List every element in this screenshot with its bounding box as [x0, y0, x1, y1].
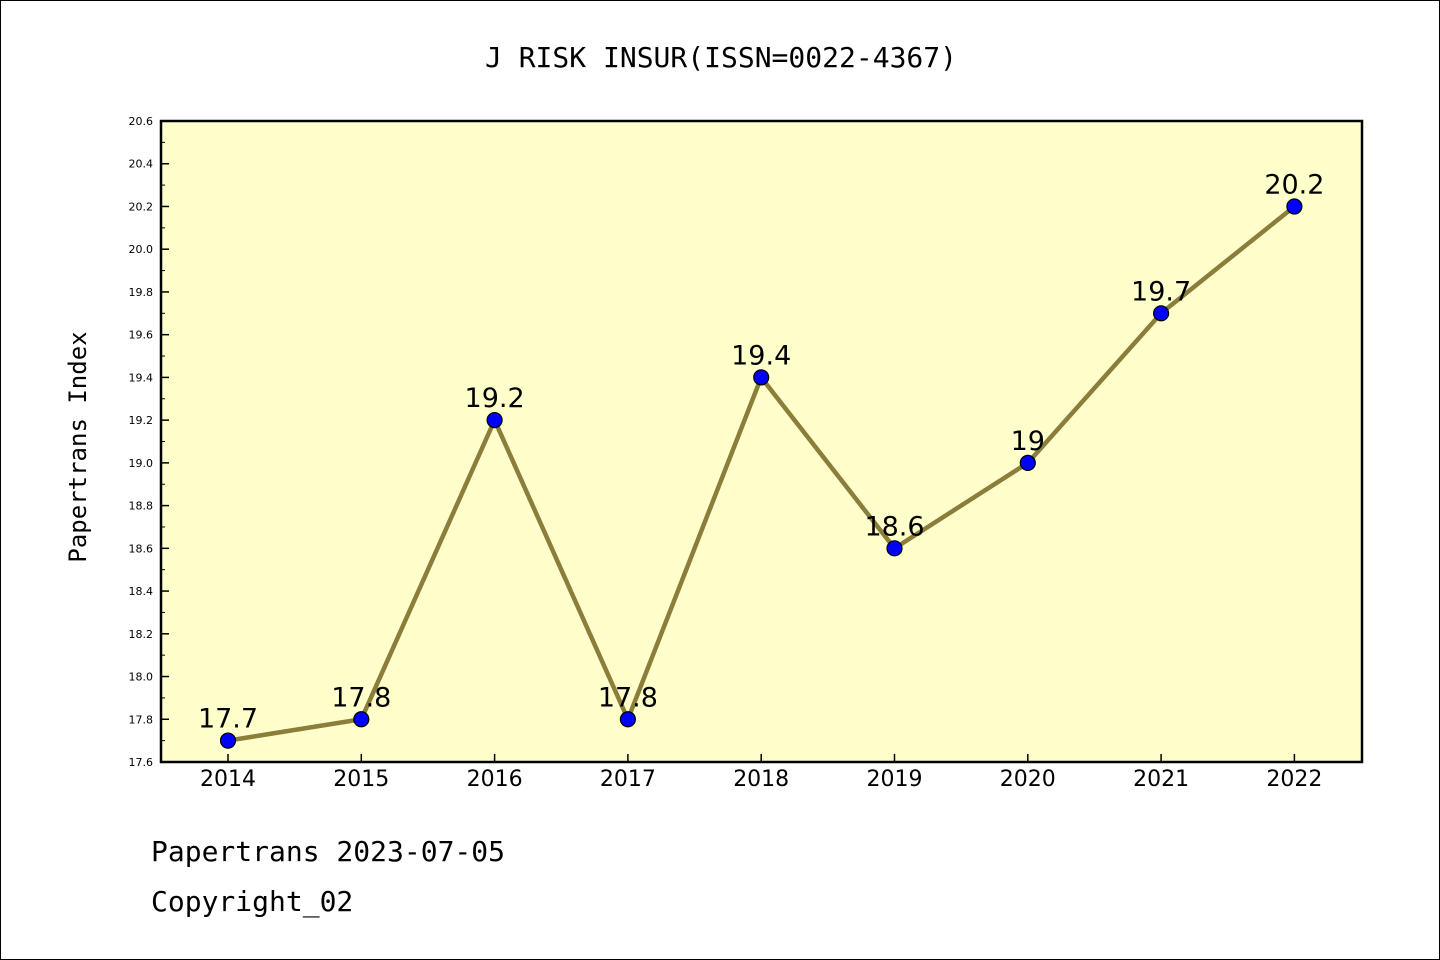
y-tick-label: 18.2	[129, 628, 154, 641]
y-tick-label: 19.8	[129, 286, 154, 299]
footer-copyright-line: Copyright_02	[151, 885, 354, 918]
y-tick-label: 17.8	[129, 713, 154, 726]
y-tick-label: 20.0	[129, 243, 154, 256]
data-label: 17.7	[198, 704, 258, 735]
x-tick-label: 2017	[600, 767, 656, 792]
y-tick-label: 20.4	[129, 158, 154, 171]
y-tick-label: 19.2	[129, 414, 154, 427]
y-tick-label: 19.6	[129, 329, 154, 342]
data-label: 19.2	[465, 383, 525, 414]
y-axis-label: Papertrans Index	[64, 331, 92, 562]
y-tick-label: 19.4	[129, 371, 154, 384]
chart-title: J RISK INSUR(ISSN=0022-4367)	[485, 41, 957, 74]
x-tick-label: 2018	[733, 767, 789, 792]
data-point	[619, 711, 637, 728]
y-tick-label: 20.6	[129, 115, 154, 128]
y-tick-label: 18.6	[129, 542, 154, 555]
plot-border	[159, 119, 1364, 764]
data-label: 19.4	[731, 340, 791, 371]
plot-area	[161, 121, 1362, 762]
data-label: 19	[1011, 426, 1045, 457]
data-label: 20.2	[1264, 169, 1324, 200]
x-tick-label: 2022	[1266, 767, 1322, 792]
data-point	[1019, 454, 1036, 471]
data-point	[886, 540, 903, 557]
y-tick-label: 18.4	[129, 585, 154, 598]
data-point	[1286, 198, 1303, 215]
y-tick-label: 18.0	[129, 671, 154, 684]
data-label: 19.7	[1131, 276, 1191, 307]
y-tick-label: 19.0	[129, 457, 154, 470]
footer-date-line: Papertrans 2023-07-05	[151, 835, 506, 868]
data-point	[753, 369, 770, 386]
data-point	[219, 732, 237, 749]
y-tick-label: 18.8	[129, 500, 154, 513]
x-tick-label: 2015	[333, 767, 389, 792]
data-label: 18.6	[864, 511, 924, 542]
x-tick-label: 2021	[1133, 767, 1189, 792]
x-tick-label: 2020	[1000, 767, 1056, 792]
x-tick-label: 2014	[200, 767, 256, 792]
x-tick-label: 2019	[867, 767, 923, 792]
data-point	[1152, 305, 1170, 322]
data-point	[353, 711, 370, 728]
data-point	[486, 412, 503, 429]
y-tick-label: 17.6	[129, 756, 154, 769]
data-label: 17.8	[598, 682, 658, 713]
x-tick-label: 2016	[467, 767, 523, 792]
y-tick-label: 20.2	[129, 200, 154, 213]
data-label: 17.8	[331, 682, 391, 713]
